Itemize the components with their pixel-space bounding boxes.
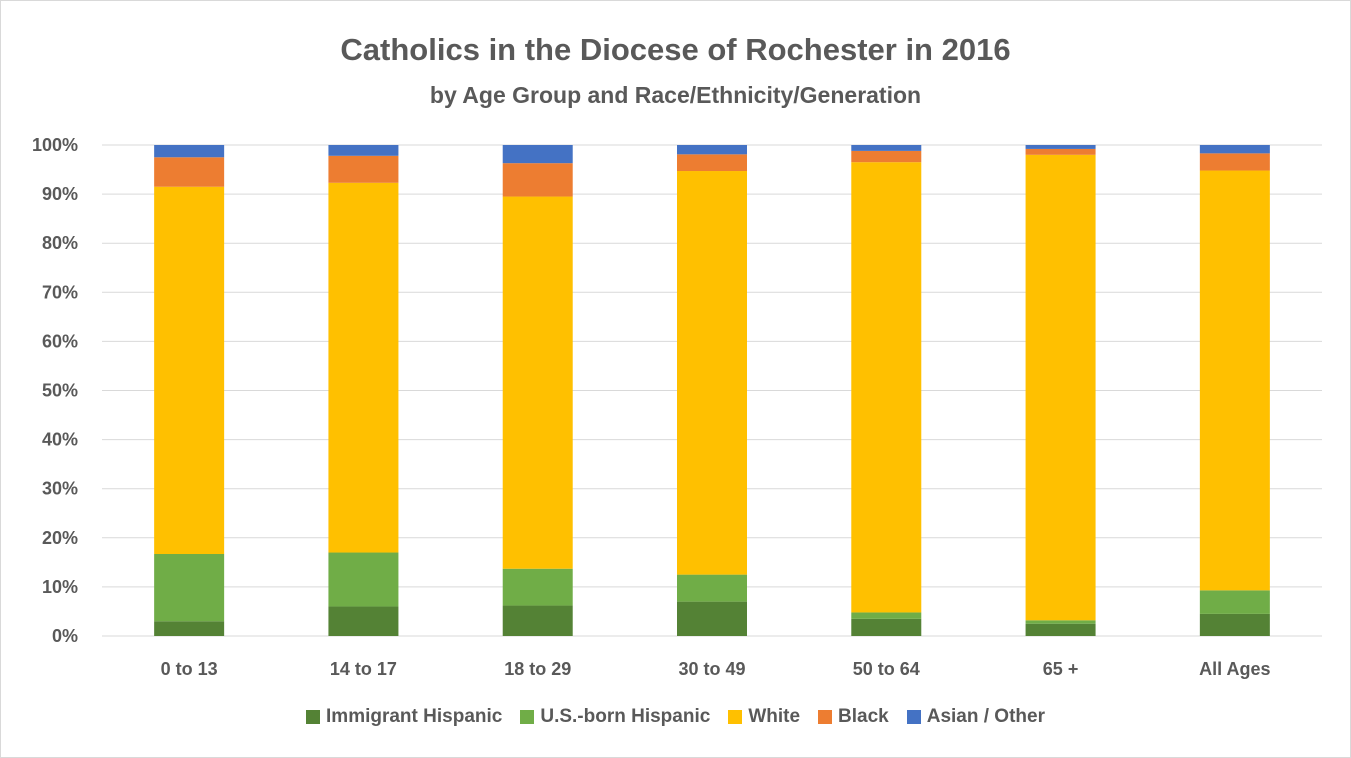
bar-segment-asian-other	[154, 145, 225, 158]
legend-swatch	[728, 710, 743, 724]
bar-stack	[502, 145, 573, 636]
legend-label: U.S.-born Hispanic	[540, 706, 711, 727]
y-tick-label: 0%	[52, 626, 78, 646]
bar-stack	[1199, 145, 1270, 636]
y-tick-label: 30%	[42, 479, 78, 499]
bar-segment-white	[851, 162, 922, 613]
bar-segment-black	[1025, 148, 1096, 155]
bar-stack	[328, 145, 399, 636]
y-tick-label: 20%	[42, 528, 78, 548]
legend-swatch	[818, 710, 833, 724]
bar-segment-u-s-born-hispanic	[502, 568, 573, 606]
bar-segment-asian-other	[502, 145, 573, 164]
bar-stack	[677, 145, 747, 636]
bar-segment-u-s-born-hispanic	[1199, 590, 1270, 614]
y-axis-tick-labels: 0% 10% 20% 30% 40% 50% 60% 70% 80% 90% 100%	[32, 135, 78, 646]
y-tick-label: 100%	[32, 135, 78, 155]
y-tick-label: 50%	[42, 381, 78, 401]
legend-item: U.S.-born Hispanic	[520, 706, 710, 728]
x-tick-label: 18 to 29	[504, 659, 571, 679]
bar-stack	[1025, 145, 1096, 636]
y-tick-label: 70%	[42, 282, 78, 302]
chart-title: Catholics in the Diocese of Rochester in…	[340, 32, 1011, 67]
bar-stack	[154, 145, 225, 636]
legend-swatch	[906, 710, 921, 724]
x-tick-label: 50 to 64	[853, 659, 920, 679]
bar-segment-black	[502, 163, 573, 197]
bar-segment-asian-other	[677, 145, 747, 155]
bar-segment-immigrant-hispanic	[1025, 623, 1096, 636]
bar-segment-u-s-born-hispanic	[328, 552, 399, 607]
legend-item: Asian / Other	[906, 706, 1045, 728]
bar-segment-u-s-born-hispanic	[851, 612, 922, 619]
legend-item: Immigrant Hispanic	[306, 706, 502, 728]
legend-label: White	[748, 706, 801, 727]
legend-label: Asian / Other	[926, 706, 1045, 727]
bar-segment-immigrant-hispanic	[154, 621, 225, 636]
bar-segment-white	[502, 196, 573, 569]
bar-segment-black	[851, 150, 922, 163]
x-tick-label: 0 to 13	[161, 659, 218, 679]
y-tick-label: 10%	[42, 577, 78, 597]
bar-segment-white	[1199, 170, 1270, 591]
bar-stacks	[154, 145, 1270, 636]
bar-segment-asian-other	[328, 145, 399, 156]
stacked-bar-plot: 0% 10% 20% 30% 40% 50% 60% 70% 80% 90% 100% 0 to 1…	[32, 135, 1322, 679]
bar-segment-black	[1199, 153, 1270, 171]
bar-segment-asian-other	[1025, 145, 1096, 149]
bar-segment-asian-other	[851, 145, 922, 151]
bar-segment-immigrant-hispanic	[677, 601, 747, 636]
bar-segment-white	[1025, 154, 1096, 621]
legend-swatch	[520, 710, 535, 724]
legend-label: Black	[838, 706, 889, 727]
chart-subtitle: by Age Group and Race/Ethnicity/Generati…	[429, 82, 922, 108]
bar-segment-u-s-born-hispanic	[1025, 620, 1096, 624]
bar-segment-asian-other	[1199, 145, 1270, 154]
bar-segment-u-s-born-hispanic	[677, 574, 747, 602]
bar-segment-immigrant-hispanic	[328, 606, 399, 636]
bar-stack	[851, 145, 922, 636]
bar-segment-black	[154, 157, 225, 187]
bar-segment-white	[154, 186, 225, 555]
y-tick-label: 40%	[42, 430, 78, 450]
y-tick-label: 90%	[42, 184, 78, 204]
bar-segment-immigrant-hispanic	[851, 618, 922, 636]
bar-segment-black	[677, 154, 747, 172]
bar-segment-white	[328, 182, 399, 553]
bar-segment-immigrant-hispanic	[1199, 613, 1270, 636]
bar-segment-u-s-born-hispanic	[154, 554, 225, 622]
x-tick-label: 65 +	[1043, 659, 1079, 679]
bar-segment-immigrant-hispanic	[502, 605, 573, 636]
legend-swatch	[306, 710, 321, 724]
legend-item: Black	[818, 706, 889, 728]
x-axis-tick-labels: 0 to 13 14 to 17 18 to 29 30 to 49 50 to 64 6…	[161, 659, 1271, 679]
bar-segment-black	[328, 155, 399, 183]
x-tick-label: 14 to 17	[330, 659, 397, 679]
legend-item: White	[728, 706, 800, 728]
y-tick-label: 80%	[42, 233, 78, 253]
legend-label: Immigrant Hispanic	[326, 706, 503, 727]
legend: Immigrant Hispanic U.S.-born Hispanic Whit…	[0, 706, 1351, 728]
y-tick-label: 60%	[42, 331, 78, 351]
x-tick-label: 30 to 49	[678, 659, 745, 679]
bar-segment-white	[677, 171, 747, 575]
x-tick-label: All Ages	[1199, 659, 1270, 679]
